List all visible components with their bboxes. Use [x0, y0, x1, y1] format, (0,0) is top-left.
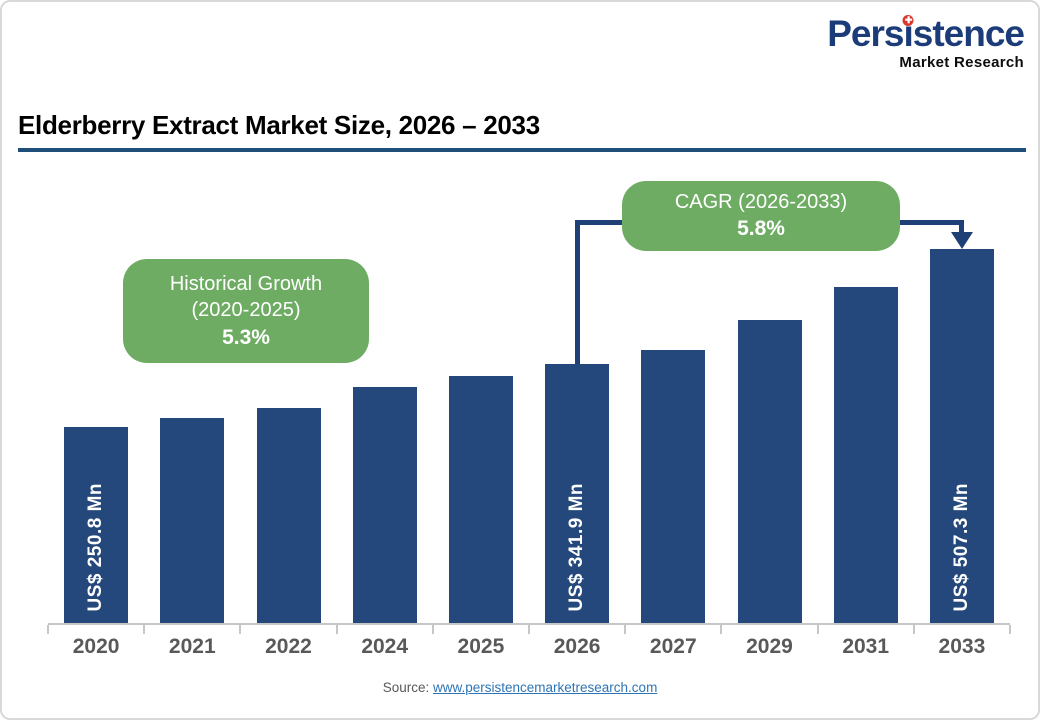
bar-2026: US$ 341.9 Mn: [545, 363, 610, 623]
logo-brand-pre: Pers: [827, 13, 904, 54]
logo-i-dot-icon: ✚: [902, 15, 914, 26]
logo-brand-i: ı ✚: [902, 13, 914, 54]
cagr-line1: CAGR (2026-2033): [674, 190, 848, 213]
x-axis-tick: [335, 625, 338, 634]
bar-2021: [160, 417, 225, 623]
x-axis-tick: [431, 625, 434, 634]
x-axis-label-2020: 2020: [72, 635, 120, 658]
cagr-callout: CAGR (2026-2033) 5.8%: [622, 181, 900, 251]
bar-2024: [352, 387, 417, 623]
bar-value-label-2020: US$ 250.8 Mn: [85, 482, 107, 612]
logo-brand-post: stence: [912, 13, 1025, 54]
historical-growth-callout: Historical Growth (2020-2025) 5.3%: [123, 259, 369, 363]
title-underline: [18, 148, 1026, 152]
x-axis-label-2021: 2021: [168, 635, 216, 658]
x-axis-tick: [239, 625, 242, 634]
historical-growth-line1: Historical Growth: [169, 272, 323, 295]
connector-vertical-left: [574, 220, 580, 366]
x-axis-label-2024: 2024: [361, 635, 409, 658]
x-axis-label-2033: 2033: [938, 635, 986, 658]
source-label: Source:: [382, 680, 430, 695]
x-axis-tick: [720, 625, 723, 634]
x-axis-tick: [528, 625, 530, 634]
x-axis-tick: [624, 625, 627, 634]
x-axis-label-2026: 2026: [553, 635, 601, 658]
x-axis-tick: [816, 625, 819, 634]
x-axis-label-2025: 2025: [457, 635, 505, 658]
bar-2029: [737, 320, 802, 623]
x-axis-label-2029: 2029: [746, 635, 793, 658]
x-axis-tick: [143, 625, 146, 634]
historical-growth-value: 5.3%: [222, 325, 270, 349]
logo-subtitle: Market Research: [899, 53, 1024, 71]
x-axis-label-2022: 2022: [265, 635, 312, 658]
logo-brand: Persı ✚ stence: [827, 13, 1025, 54]
bar-chart: US$ 250.8 Mn 2020 2021 2022 2024 2025 US$ 341.…: [47, 162, 1011, 658]
bar-2020: US$ 250.8 Mn: [64, 427, 129, 623]
bar-2027: [641, 350, 706, 623]
bar-2031: [833, 286, 898, 623]
bar-2025: [448, 375, 513, 623]
plus-icon: ✚: [904, 15, 913, 25]
logo: Persı ✚ stence Market Research: [827, 13, 1025, 71]
x-axis-tick: [47, 625, 49, 634]
source-link[interactable]: www.persistencemarketresearch.com: [432, 680, 658, 695]
x-axis-label-2031: 2031: [842, 635, 890, 658]
bar-2033: US$ 507.3 Mn: [929, 249, 994, 623]
logo-i-stem: ı: [903, 13, 913, 54]
arrow-down-icon: [950, 232, 973, 249]
connector-vertical-right: [959, 220, 965, 234]
historical-growth-line2: (2020-2025): [191, 299, 301, 322]
bar-2022: [256, 408, 321, 623]
x-axis-tick: [912, 625, 915, 634]
x-axis-label-2027: 2027: [649, 635, 697, 658]
source-line: Source: www.persistencemarketresearch.co…: [2, 680, 1038, 695]
bar-value-label-2033: US$ 507.3 Mn: [950, 482, 972, 612]
bar-value-label-2026: US$ 341.9 Mn: [566, 482, 588, 612]
page-title: Elderberry Extract Market Size, 2026 – 2…: [18, 110, 540, 140]
x-axis-tick: [1009, 625, 1011, 634]
cagr-value: 5.8%: [737, 217, 785, 241]
